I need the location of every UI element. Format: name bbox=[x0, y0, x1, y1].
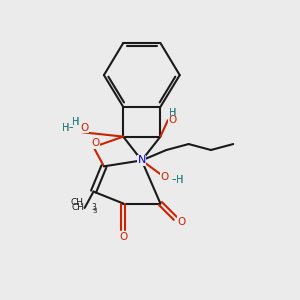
Text: -: - bbox=[172, 173, 176, 186]
Text: H: H bbox=[176, 175, 183, 185]
Text: -: - bbox=[172, 173, 176, 186]
Text: O: O bbox=[177, 217, 185, 227]
Text: -: - bbox=[68, 121, 73, 134]
Text: O: O bbox=[177, 217, 185, 227]
Text: H: H bbox=[169, 108, 176, 118]
Text: -: - bbox=[68, 121, 73, 134]
Text: H: H bbox=[169, 108, 176, 118]
Text: 3: 3 bbox=[93, 208, 97, 214]
Text: H: H bbox=[72, 117, 80, 127]
Text: H: H bbox=[72, 117, 80, 127]
Text: 3: 3 bbox=[91, 203, 96, 212]
Text: N: N bbox=[137, 155, 146, 165]
Text: O: O bbox=[91, 139, 99, 148]
Text: H: H bbox=[176, 175, 183, 185]
Text: O: O bbox=[119, 232, 128, 242]
Text: H: H bbox=[62, 123, 70, 133]
Text: O: O bbox=[80, 123, 89, 133]
Text: CH: CH bbox=[70, 197, 83, 206]
Text: H: H bbox=[62, 123, 70, 133]
Text: O: O bbox=[119, 232, 128, 242]
Text: O: O bbox=[161, 172, 169, 182]
Text: O: O bbox=[161, 172, 169, 182]
Text: N: N bbox=[137, 155, 146, 165]
Text: O: O bbox=[168, 115, 176, 125]
Text: CH: CH bbox=[72, 202, 85, 211]
Text: O: O bbox=[168, 115, 176, 125]
Text: O: O bbox=[80, 123, 89, 133]
Text: O: O bbox=[91, 139, 99, 148]
